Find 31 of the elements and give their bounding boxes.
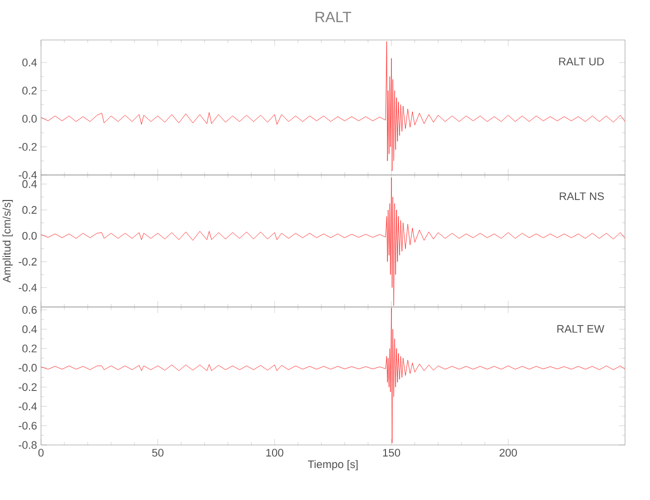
x-tick-label: 0 <box>38 448 44 457</box>
x-axis-title: Tiempo [s] <box>308 460 358 470</box>
annotation: RALT NS <box>560 192 604 200</box>
y-tick-label: -0.0 <box>18 364 37 372</box>
x-tick-label: 50 <box>152 448 164 457</box>
y-tick-label: -0.2 <box>18 142 37 151</box>
y-tick-label: 0.4 <box>22 58 37 66</box>
annotation: RALT EW <box>557 325 604 333</box>
y-tick-label: 0.2 <box>22 344 37 352</box>
y-tick-label: -0.4 <box>18 171 37 179</box>
y-tick-label: -0.2 <box>18 383 37 391</box>
line-series <box>41 177 626 306</box>
y-tick-label: -0.8 <box>18 441 37 449</box>
y-tick-label: 0.4 <box>22 325 37 334</box>
y-axis-title: Amplitud [cm/s/s] <box>2 200 13 283</box>
y-tick-label: 0.2 <box>22 206 37 214</box>
line-series <box>41 41 626 171</box>
y-tick-label: -0.2 <box>18 258 37 266</box>
chart-title: RALT <box>316 12 352 22</box>
y-tick-label: 0.6 <box>22 306 37 314</box>
x-tick-label: 100 <box>266 448 284 457</box>
y-tick-label: -0.4 <box>18 402 37 410</box>
y-tick-label: 0.4 <box>22 180 37 188</box>
y-tick-label: -0.6 <box>18 422 37 430</box>
x-tick-label: 150 <box>383 448 400 457</box>
y-tick-label: -0.4 <box>18 284 37 292</box>
y-tick-label: 0.0 <box>22 232 37 240</box>
x-tick-label: 200 <box>500 448 517 457</box>
annotation: RALT UD <box>559 58 604 66</box>
y-tick-label: 0.0 <box>22 114 37 123</box>
y-tick-label: 0.2 <box>22 86 37 94</box>
